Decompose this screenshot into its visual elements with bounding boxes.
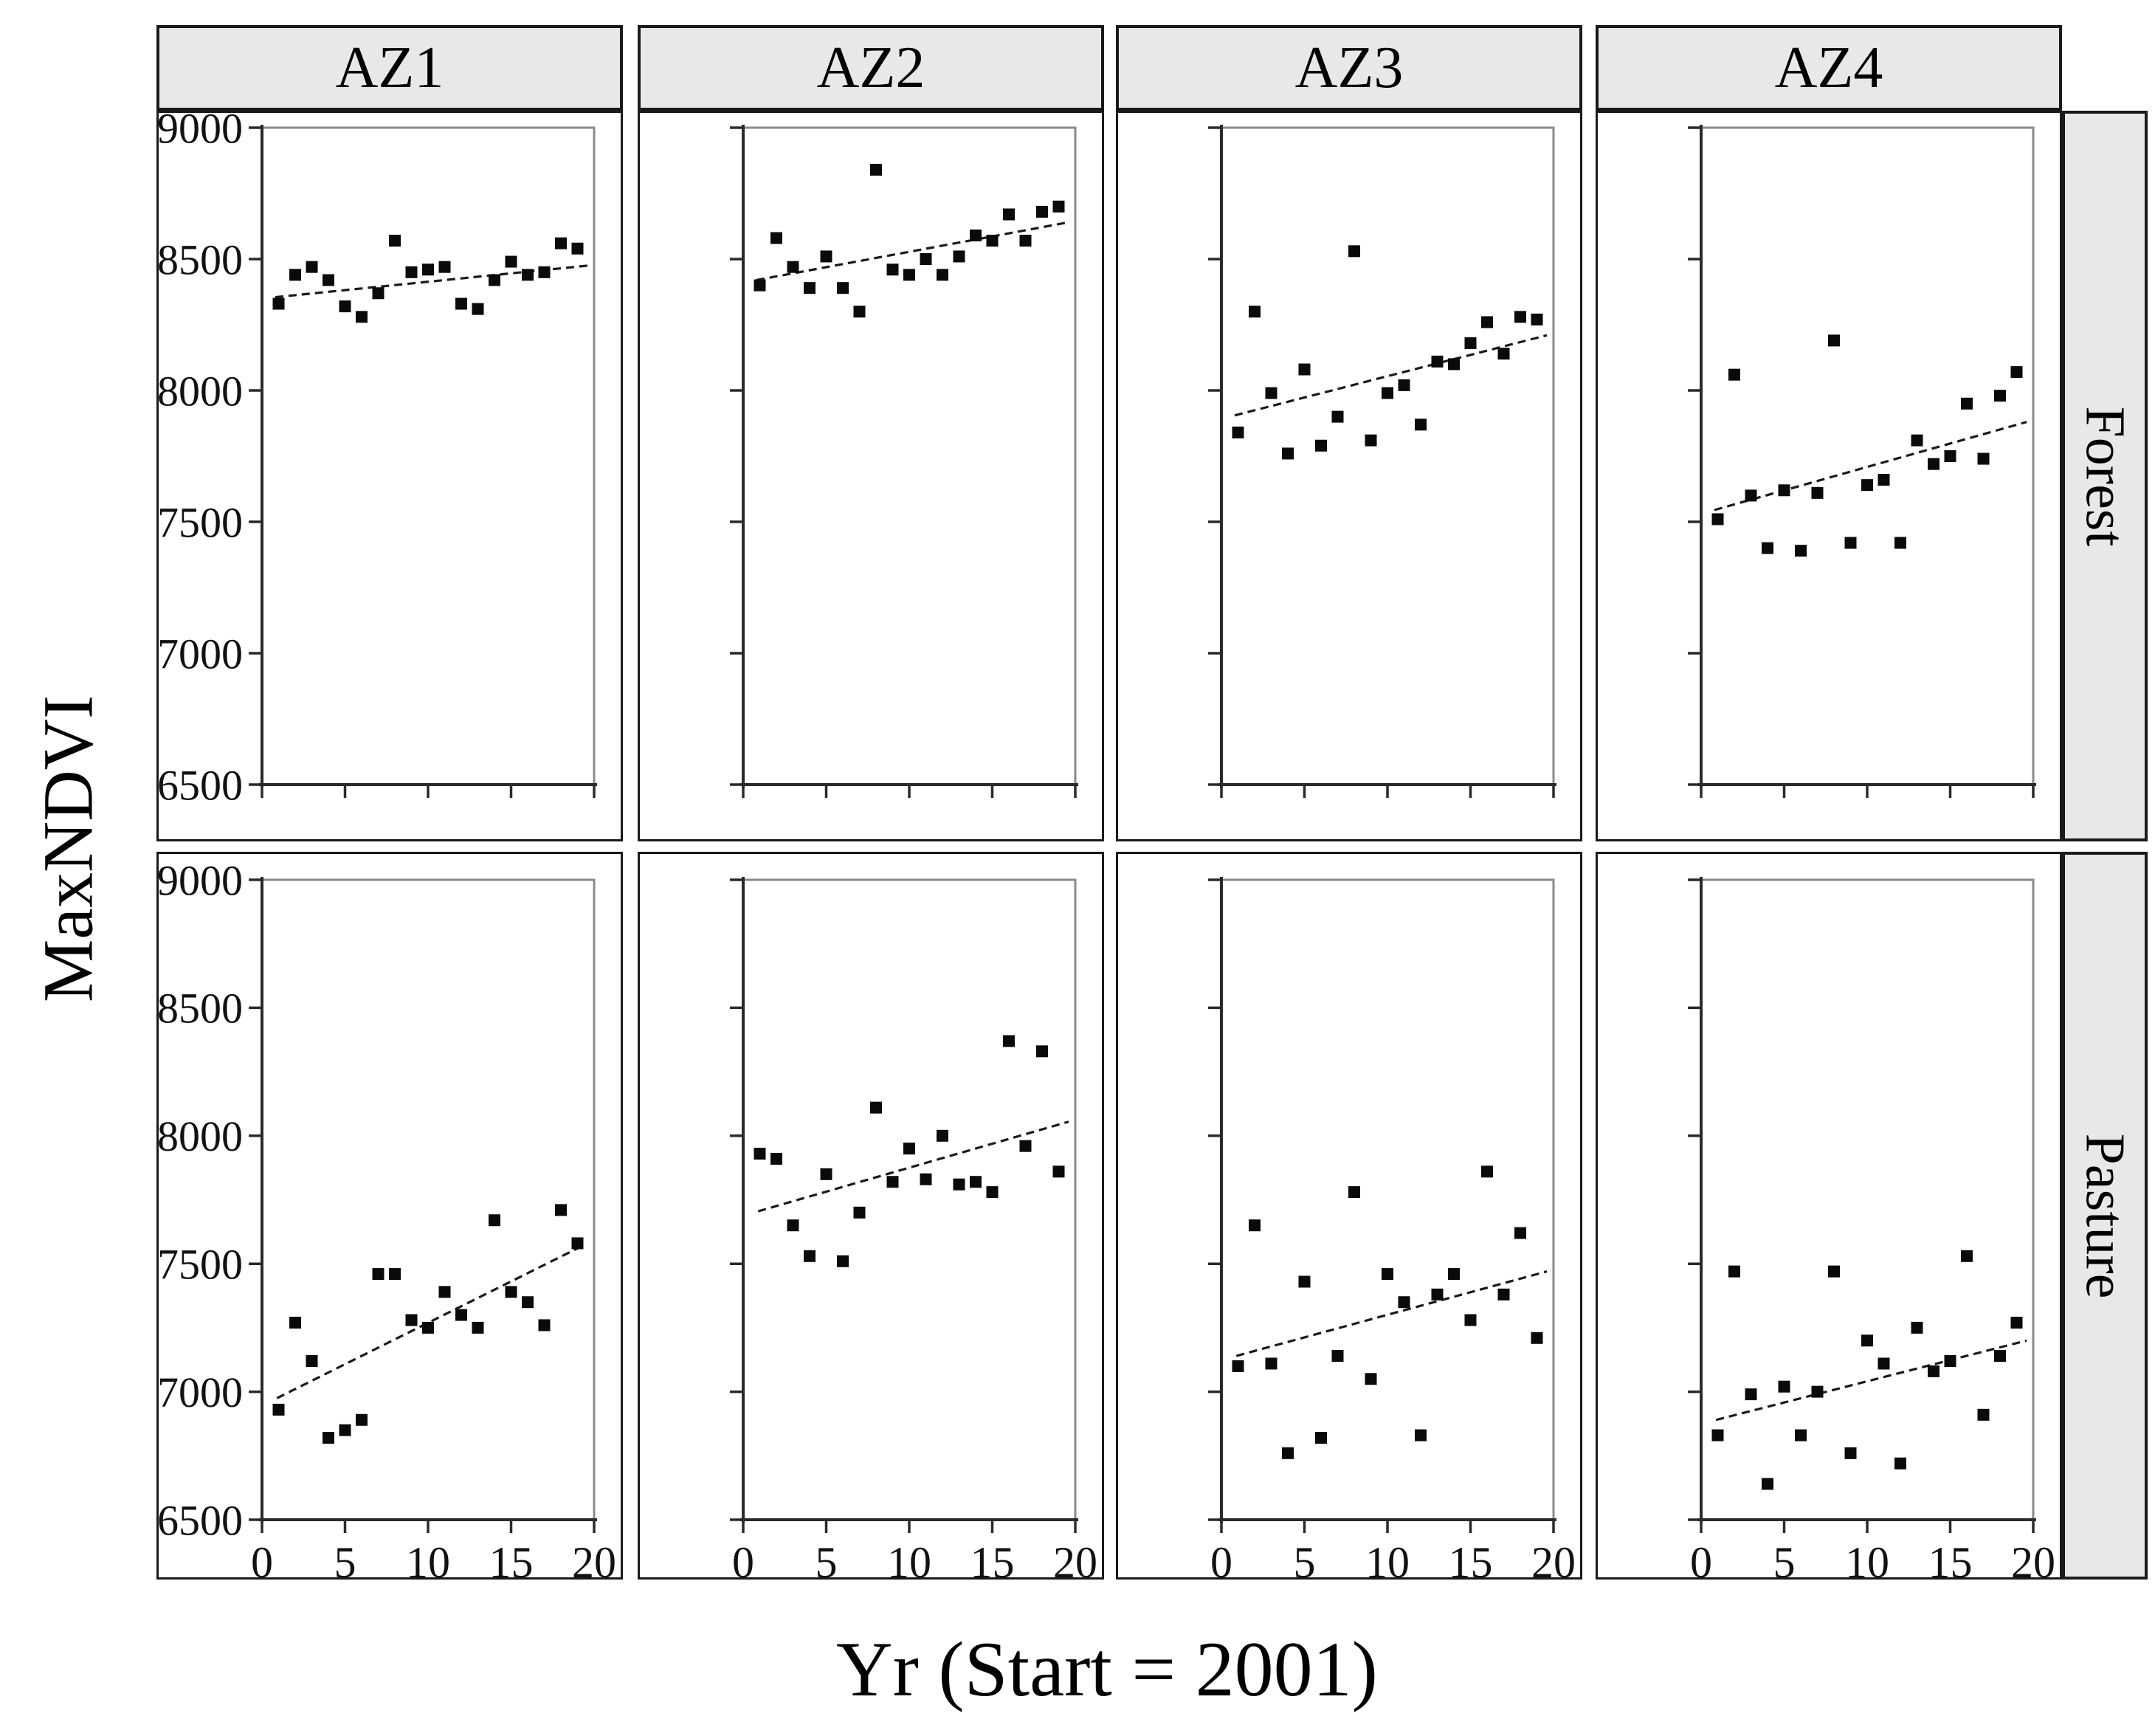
plot-axes: [730, 877, 1078, 1533]
scatter-plot-forest-az2: [730, 125, 1078, 798]
x-tick-label: 5: [334, 1538, 356, 1577]
panel-pasture-az1: 9000 8500 8000 7500 7000 6500 0 5 10 15 20: [156, 852, 623, 1580]
y-tick-label: 6500: [159, 761, 243, 809]
trend-line: [1714, 421, 2027, 512]
scatter-plot-forest-az4: [1688, 125, 2036, 798]
x-tick-label: 20: [1531, 1538, 1576, 1577]
scatter-plot-forest-az3: [1208, 125, 1556, 798]
y-tick-label: 8000: [159, 1112, 243, 1160]
data-points: [272, 1204, 584, 1444]
y-tick-label: 7500: [159, 1241, 243, 1289]
x-tick-label: 20: [1053, 1538, 1097, 1577]
x-tick-label: 5: [1773, 1538, 1796, 1577]
x-tick-label: 10: [406, 1538, 450, 1577]
x-tick-label: 0: [1210, 1538, 1232, 1577]
y-tick-label: 9000: [159, 113, 243, 152]
y-tick-label: 7000: [159, 630, 243, 678]
x-tick-label: 20: [572, 1538, 616, 1577]
plot-axes: [1688, 125, 2036, 798]
panel-forest-az3: [1116, 111, 1582, 841]
trend-line: [1234, 334, 1548, 417]
column-header-az2: AZ2: [638, 25, 1104, 111]
plot-axes: [1688, 877, 2036, 1533]
column-header-az2-label: AZ2: [816, 35, 925, 100]
data-points: [1711, 1250, 2023, 1490]
column-header-az3-label: AZ3: [1294, 35, 1404, 100]
x-tick-label: 15: [1449, 1538, 1493, 1577]
panel-forest-az1: 9000 8500 8000 7500 7000 6500: [156, 111, 623, 841]
column-header-az3: AZ3: [1116, 25, 1582, 111]
row-strip-forest: Forest: [2062, 111, 2148, 841]
column-header-az4-label: AZ4: [1774, 35, 1883, 100]
x-tick-label: 10: [1845, 1538, 1889, 1577]
scatter-plot-pasture-az3: 0 5 10 15 20: [1208, 877, 1576, 1577]
x-tick-label: 15: [1928, 1538, 1973, 1577]
scatter-plot-pasture-az4: 0 5 10 15 20: [1688, 877, 2055, 1577]
panel-pasture-az3: 0 5 10 15 20: [1116, 852, 1582, 1580]
x-tick-label: 15: [970, 1538, 1015, 1577]
trend-line: [1235, 1270, 1548, 1357]
column-header-az1-label: AZ1: [335, 35, 444, 100]
data-points: [1711, 334, 2023, 557]
data-points: [754, 1035, 1065, 1267]
data-points: [1232, 1165, 1543, 1459]
row-strip-pasture: Pasture: [2062, 852, 2148, 1580]
plot-axes: [1208, 877, 1556, 1533]
y-tick-label: 9000: [159, 856, 243, 904]
x-tick-label: 5: [816, 1538, 838, 1577]
panel-pasture-az2: 0 5 10 15 20: [638, 852, 1104, 1580]
data-points: [754, 163, 1065, 318]
y-tick-label: 7500: [159, 498, 243, 546]
data-points: [1232, 245, 1543, 460]
x-tick-label: 5: [1294, 1538, 1316, 1577]
x-tick-label: 10: [887, 1538, 931, 1577]
y-tick-label: 8500: [159, 985, 243, 1033]
x-tick-label: 20: [2011, 1538, 2055, 1577]
plot-axes: [249, 877, 597, 1533]
scatter-plot-pasture-az2: 0 5 10 15 20: [730, 877, 1097, 1577]
x-tick-label: 0: [1690, 1538, 1712, 1577]
y-tick-label: 7000: [159, 1368, 243, 1416]
column-header-az1: AZ1: [156, 25, 623, 111]
row-strip-pasture-label: Pasture: [2074, 1133, 2137, 1298]
plot-axes: [730, 125, 1078, 798]
x-axis-title: Yr (Start = 2001): [836, 1626, 1378, 1712]
x-tick-label: 15: [489, 1538, 534, 1577]
row-strip-forest-label: Forest: [2074, 406, 2137, 546]
y-tick-label: 6500: [159, 1496, 243, 1544]
column-header-az4: AZ4: [1596, 25, 2062, 111]
panel-forest-az2: [638, 111, 1104, 841]
y-tick-label: 8500: [159, 235, 243, 283]
trend-line: [1715, 1339, 2027, 1422]
scatter-plot-forest-az1: 9000 8500 8000 7500 7000 6500: [159, 113, 597, 809]
plot-axes: [249, 125, 597, 798]
x-tick-label: 10: [1365, 1538, 1410, 1577]
data-points: [272, 235, 584, 323]
panel-forest-az4: [1596, 111, 2062, 841]
y-tick-label: 8000: [159, 367, 243, 415]
x-tick-label: 0: [732, 1538, 754, 1577]
y-axis-title: MaxNDVI: [28, 695, 108, 1002]
x-tick-label: 0: [251, 1538, 273, 1577]
trend-line: [757, 1120, 1069, 1213]
trend-line: [276, 1244, 583, 1399]
plot-axes: [1208, 125, 1556, 798]
panel-pasture-az4: 0 5 10 15 20: [1596, 852, 2062, 1580]
